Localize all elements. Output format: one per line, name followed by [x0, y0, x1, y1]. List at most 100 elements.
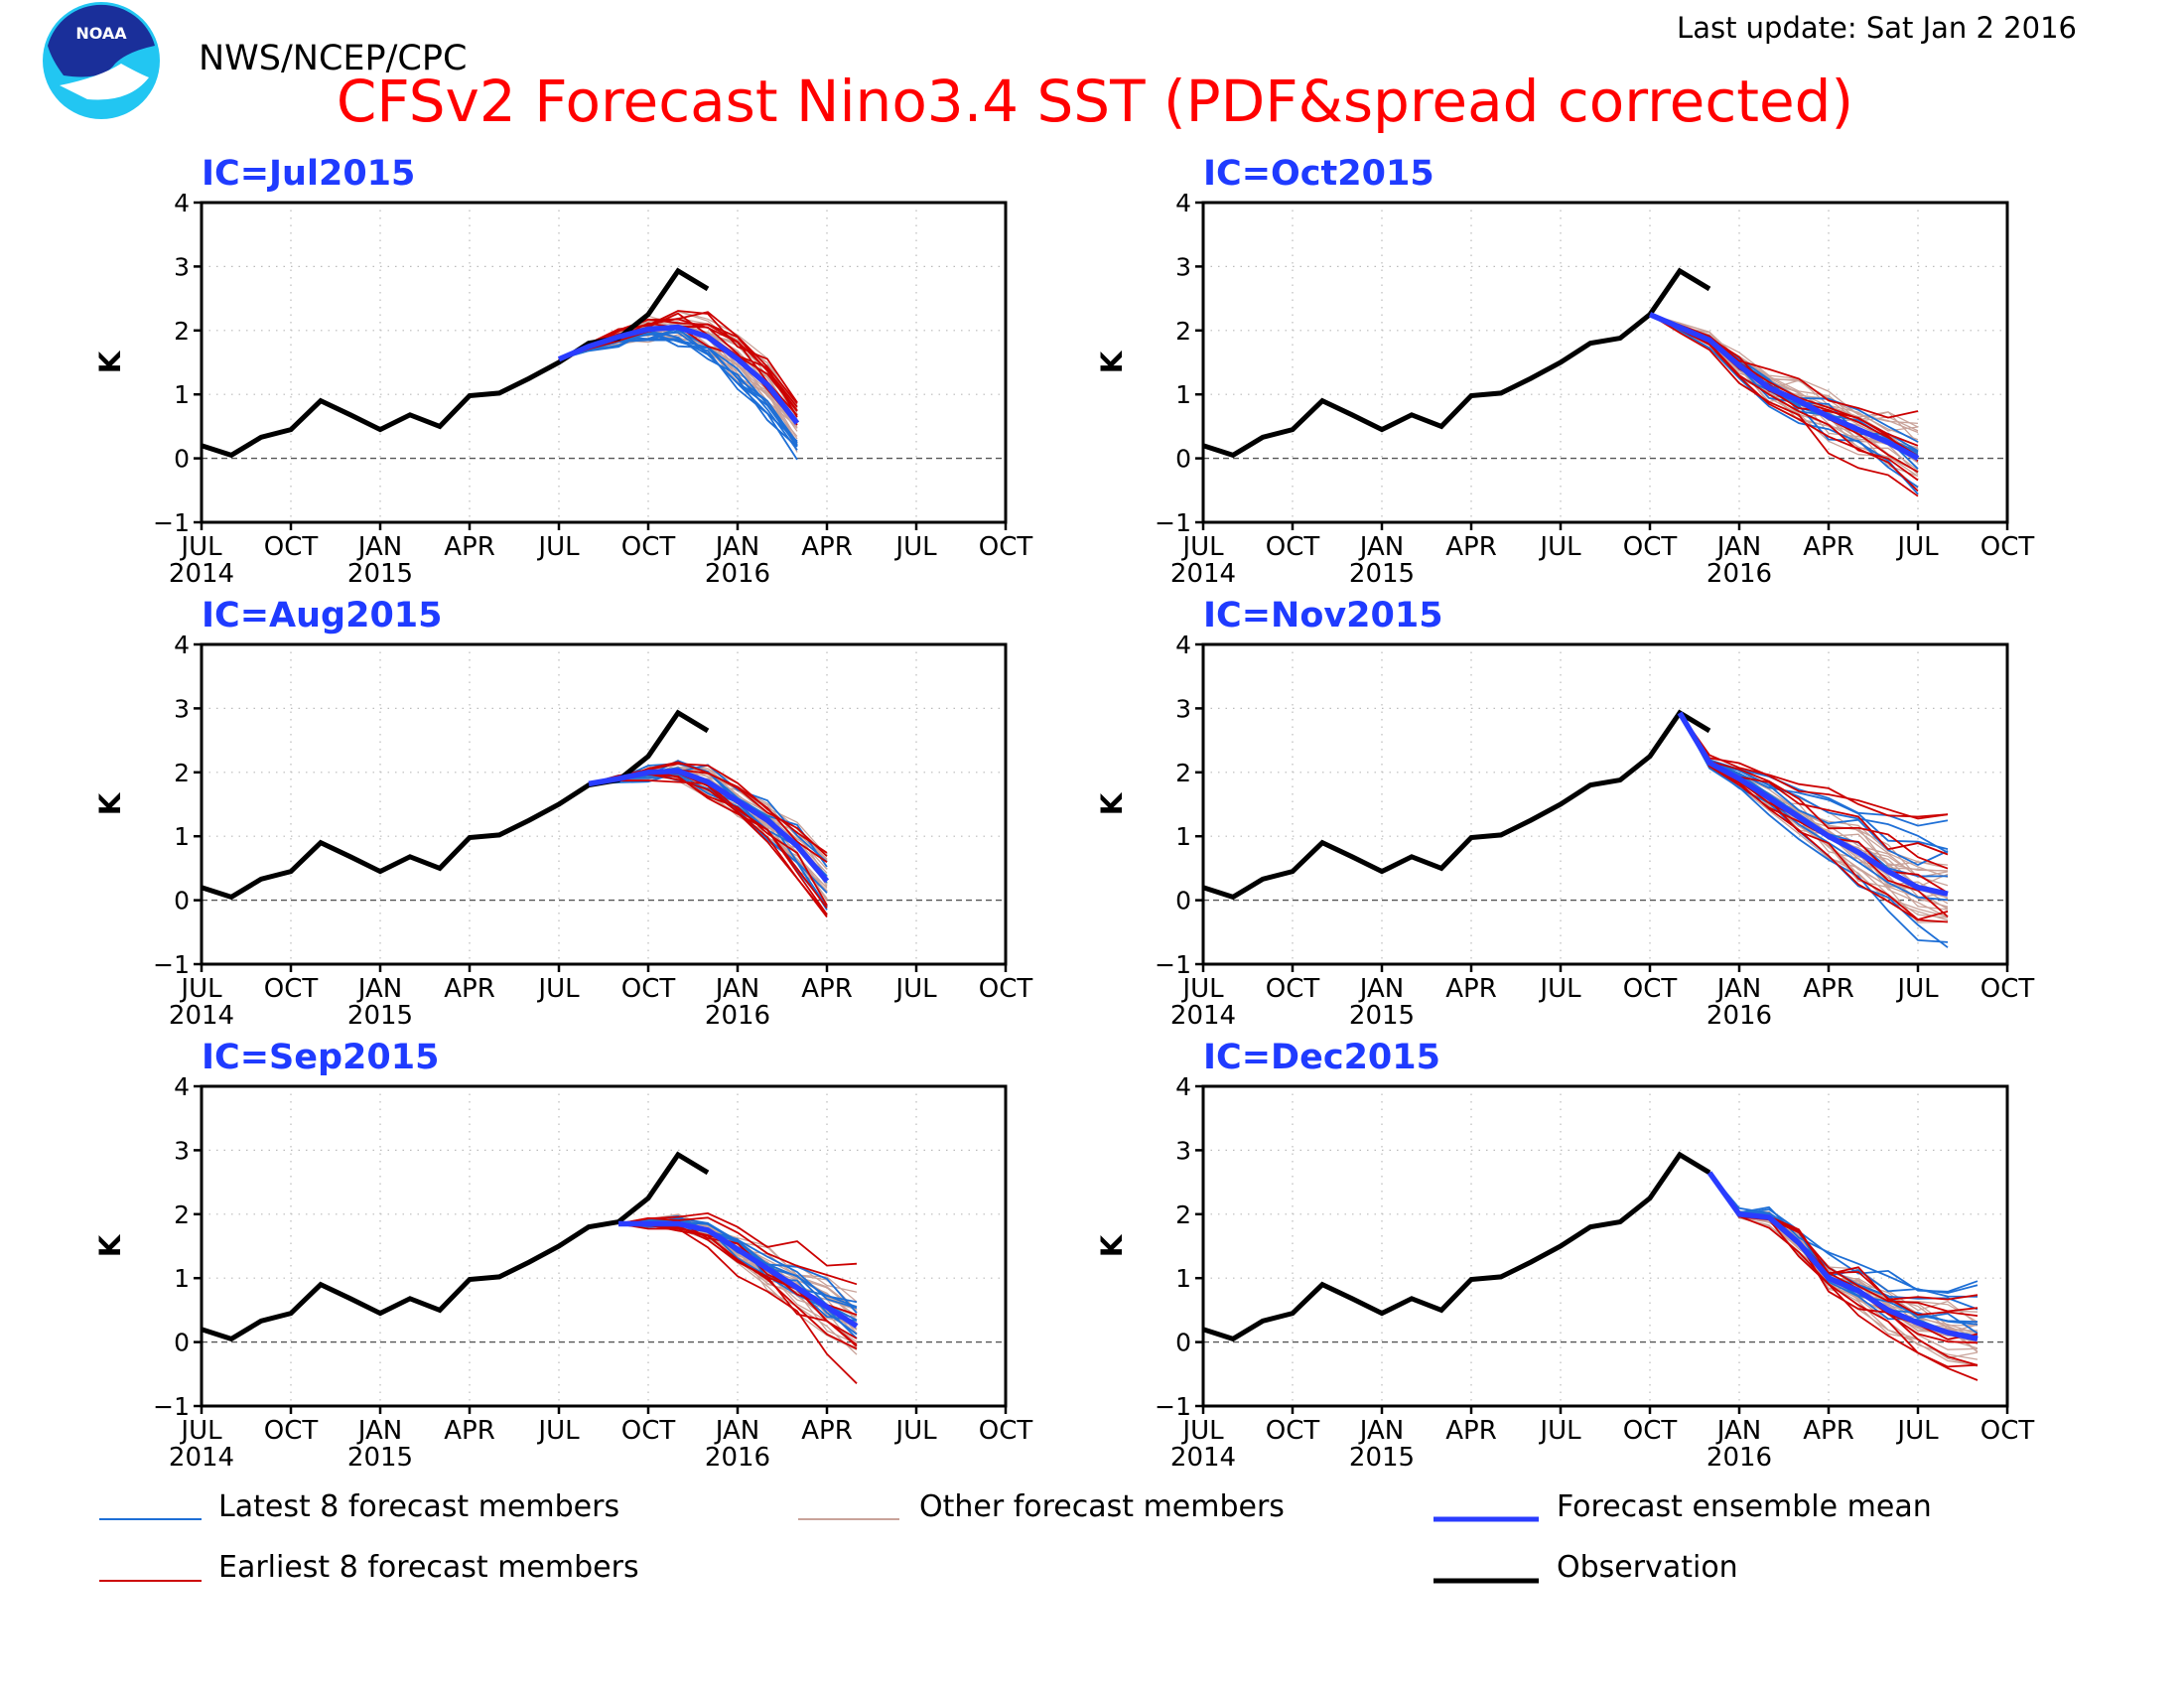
grid [1203, 644, 2007, 964]
x-tick-label: JUL [893, 532, 937, 562]
logo-gull-icon [60, 64, 149, 100]
x-tick-label: APR [801, 974, 853, 1004]
panel-title: IC=Dec2015 [1203, 1038, 1440, 1077]
forecast-members [1708, 1172, 1979, 1381]
y-axis-label: K [93, 1233, 127, 1257]
y-tick-label: 2 [174, 1200, 190, 1229]
x-tick-label: OCT [1980, 1416, 2035, 1446]
latest-member-line [558, 329, 798, 448]
earliest-member-line [1649, 313, 1919, 493]
y-tick-label: 3 [1175, 694, 1191, 723]
x-tick-label: JUL [1538, 532, 1581, 562]
x-tick-label: OCT [1266, 1416, 1320, 1446]
earliest-member-line [617, 1211, 858, 1267]
x-year-label: 2014 [169, 1443, 234, 1473]
y-tick-label: 0 [174, 445, 190, 474]
x-year-label: 2016 [705, 1001, 770, 1031]
x-tick-label: APR [1445, 974, 1497, 1004]
y-tick-label: −1 [1155, 950, 1191, 979]
grid [202, 203, 1006, 522]
y-axis-label: K [1095, 791, 1129, 815]
x-tick-label: OCT [621, 532, 676, 562]
panel-0: IC=Jul2015 −1 0 1 2 3 4 K JUL OCT JAN APR JUL OCT JAN A… [93, 154, 1032, 589]
latest-member-line [1708, 1172, 1979, 1295]
x-year-label: 2014 [1170, 1443, 1236, 1473]
x-tick-label: APR [801, 1416, 853, 1446]
x-tick-label: JUL [1180, 974, 1224, 1004]
ensemble-mean-line [1648, 312, 1920, 462]
x-tick-label: OCT [264, 1416, 319, 1446]
y-tick-label: 1 [1175, 1264, 1191, 1293]
x-year-label: 2015 [1349, 1001, 1415, 1031]
x-tick-label: JUL [536, 974, 580, 1004]
legend-item-latest: Latest 8 forecast members [99, 1489, 619, 1524]
y-axis-label: K [1095, 350, 1129, 373]
x-tick-label: OCT [621, 1416, 676, 1446]
earliest-member-line [1649, 313, 1919, 497]
legend-item-earliest: Earliest 8 forecast members [99, 1550, 639, 1585]
agency-label: NWS/NCEP/CPC [199, 39, 467, 78]
other-member-line [1708, 1172, 1979, 1327]
forecast-members [1649, 313, 1919, 497]
x-tick-label: OCT [264, 532, 319, 562]
other-member-line [1708, 1172, 1979, 1367]
x-year-label: 2014 [1170, 1001, 1236, 1031]
other-member-line [1679, 712, 1949, 889]
x-tick-label: JAN [714, 1416, 759, 1446]
x-year-label: 2015 [1349, 559, 1415, 589]
y-tick-label: 3 [174, 1136, 190, 1165]
y-tick-label: 0 [174, 1329, 190, 1357]
observation-line [1202, 1151, 1711, 1342]
x-year-label: 2016 [705, 1443, 770, 1473]
x-tick-label: JAN [1715, 974, 1761, 1004]
panel-title: IC=Jul2015 [202, 154, 415, 194]
x-tick-label: OCT [1266, 532, 1320, 562]
y-tick-label: 4 [1175, 1072, 1191, 1101]
y-tick-label: 1 [174, 380, 190, 409]
earliest-member-line [1708, 1172, 1979, 1368]
y-tick-label: 4 [1175, 631, 1191, 659]
x-tick-label: JAN [1358, 974, 1404, 1004]
latest-member-line [1679, 712, 1949, 850]
legend: Latest 8 forecast members Other forecast… [99, 1489, 1932, 1585]
logo-bird-top [48, 4, 155, 77]
y-tick-label: 4 [174, 1072, 190, 1101]
x-tick-label: JUL [179, 974, 222, 1004]
x-year-label: 2015 [1349, 1443, 1415, 1473]
grid [202, 644, 1006, 964]
x-tick-label: OCT [1980, 974, 2035, 1004]
x-year-label: 2016 [1706, 1001, 1772, 1031]
x-tick-label: APR [801, 532, 853, 562]
x-tick-label: OCT [621, 974, 676, 1004]
other-member-line [1708, 1172, 1979, 1332]
latest-member-line [1649, 313, 1919, 495]
y-tick-label: 4 [174, 631, 190, 659]
x-tick-label: JAN [714, 532, 759, 562]
plot-frame [200, 1084, 1008, 1408]
x-tick-label: JUL [1180, 532, 1224, 562]
x-year-label: 2015 [347, 559, 413, 589]
latest-member-line [558, 330, 798, 451]
observation-line [1202, 267, 1711, 459]
x-tick-label: APR [444, 1416, 495, 1446]
y-tick-label: 2 [1175, 317, 1191, 346]
y-tick-label: −1 [153, 508, 190, 537]
ensemble-mean-line [557, 324, 800, 425]
panel-4: IC=Sep2015 −1 0 1 2 3 4 K JUL OCT JAN APR JUL OCT JAN A… [93, 1038, 1032, 1473]
x-tick-label: OCT [979, 532, 1033, 562]
x-tick-label: JUL [536, 1416, 580, 1446]
x-tick-label: APR [1803, 974, 1854, 1004]
y-tick-label: 2 [1175, 759, 1191, 787]
ensemble-mean-line [588, 768, 830, 884]
x-tick-label: JAN [1715, 1416, 1761, 1446]
y-axis-label: K [93, 791, 127, 815]
y-tick-label: 1 [174, 1264, 190, 1293]
other-member-line [1679, 712, 1949, 879]
x-tick-label: OCT [1266, 974, 1320, 1004]
x-tick-label: APR [1803, 532, 1854, 562]
y-tick-label: 3 [174, 694, 190, 723]
x-tick-label: JAN [356, 532, 402, 562]
other-member-line [1679, 712, 1949, 879]
latest-member-line [1679, 712, 1949, 943]
plot-frame [1201, 201, 2009, 524]
